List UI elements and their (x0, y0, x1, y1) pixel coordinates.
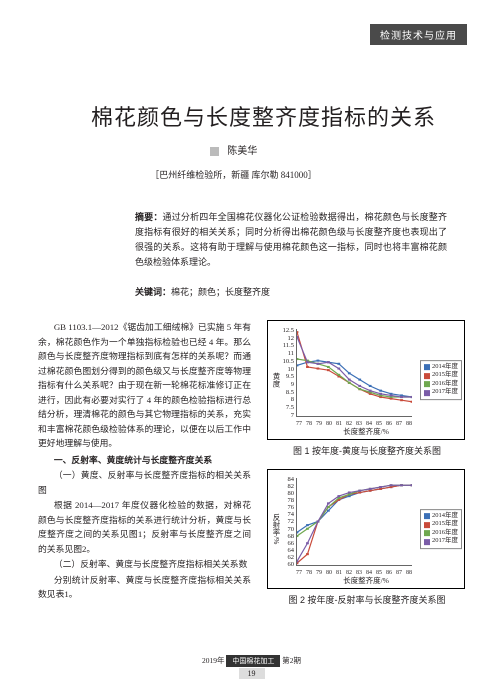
chart-2-yticks: 84828078767472706866646260 (278, 476, 294, 568)
chart-2: 反射率/% 84828078767472706866646260 7778798… (267, 469, 465, 589)
chart-2-plot (296, 478, 412, 566)
keywords-text: 棉花；颜色；长度整齐度 (171, 287, 270, 297)
author-line: 陈美华 (0, 142, 467, 157)
right-column: 黄度 12.51211.51110.5109.598.587.57 777879… (267, 320, 467, 653)
footer-journal: 中国棉花加工 (226, 655, 280, 667)
footer-year: 2019年 (202, 656, 225, 665)
section-heading: 一、反射率、黄度统计与长度整齐度关系 (38, 453, 251, 468)
chart-2-xlabel: 长度整齐度/% (268, 575, 464, 586)
chart-1-yticks: 12.51211.51110.5109.598.587.57 (278, 327, 294, 419)
paragraph: 根据 2014—2017 年度仪器化检验的数据，对棉花颜色与长度整齐度指标的关系… (38, 498, 251, 556)
left-column: GB 1103.1—2012《锯齿加工细绒棉》已实施 5 年有余，棉花颜色作为一… (38, 320, 251, 653)
affiliation: ［巴州纤维检验所，新疆 库尔勒 841000］ (0, 168, 467, 181)
chart-1-caption: 图 1 按年度-黄度与长度整齐度关系图 (267, 444, 467, 457)
chart-1-plot (296, 329, 412, 417)
keywords-label: 关键词： (135, 287, 171, 297)
page-number: 19 (239, 668, 265, 679)
author-marker-icon (210, 147, 219, 156)
chart-1: 黄度 12.51211.51110.5109.598.587.57 777879… (267, 320, 465, 440)
page-footer: 2019年 中国棉花加工 第2期 19 (0, 655, 503, 679)
paragraph: （二）反射率、黄度与长度整齐度指标相关关系数 (38, 557, 251, 572)
keywords: 关键词：棉花；颜色；长度整齐度 (135, 285, 270, 298)
article-title: 棉花颜色与长度整齐度指标的关系 (60, 100, 467, 132)
abstract-text: 通过分析四年全国棉花仪器化公证检验数据得出，棉花颜色与长度整齐度指标有很好的相关… (135, 212, 447, 267)
chart-1-legend: 2014年度2015年度2016年度2017年度 (420, 360, 462, 400)
footer-issue: 第2期 (282, 656, 301, 665)
abstract: 摘要：通过分析四年全国棉花仪器化公证检验数据得出，棉花颜色与长度整齐度指标有很好… (135, 210, 447, 269)
author-name: 陈美华 (227, 146, 257, 157)
paragraph: （一）黄度、反射率与长度整齐度指标的相关关系图 (38, 468, 251, 497)
abstract-label: 摘要： (135, 212, 163, 222)
paragraph: GB 1103.1—2012《锯齿加工细绒棉》已实施 5 年有余，棉花颜色作为一… (38, 320, 251, 451)
chart-1-xlabel: 长度整齐度/% (268, 426, 464, 437)
chart-2-caption: 图 2 按年度-反射率与长度整齐度关系图 (267, 593, 467, 606)
paragraph: 分别统计反射率、黄度与长度整齐度指标相关关系数见表1。 (38, 573, 251, 602)
chart-2-legend: 2014年度2015年度2016年度2017年度 (420, 509, 462, 549)
section-tag: 检测技术与应用 (370, 24, 467, 45)
